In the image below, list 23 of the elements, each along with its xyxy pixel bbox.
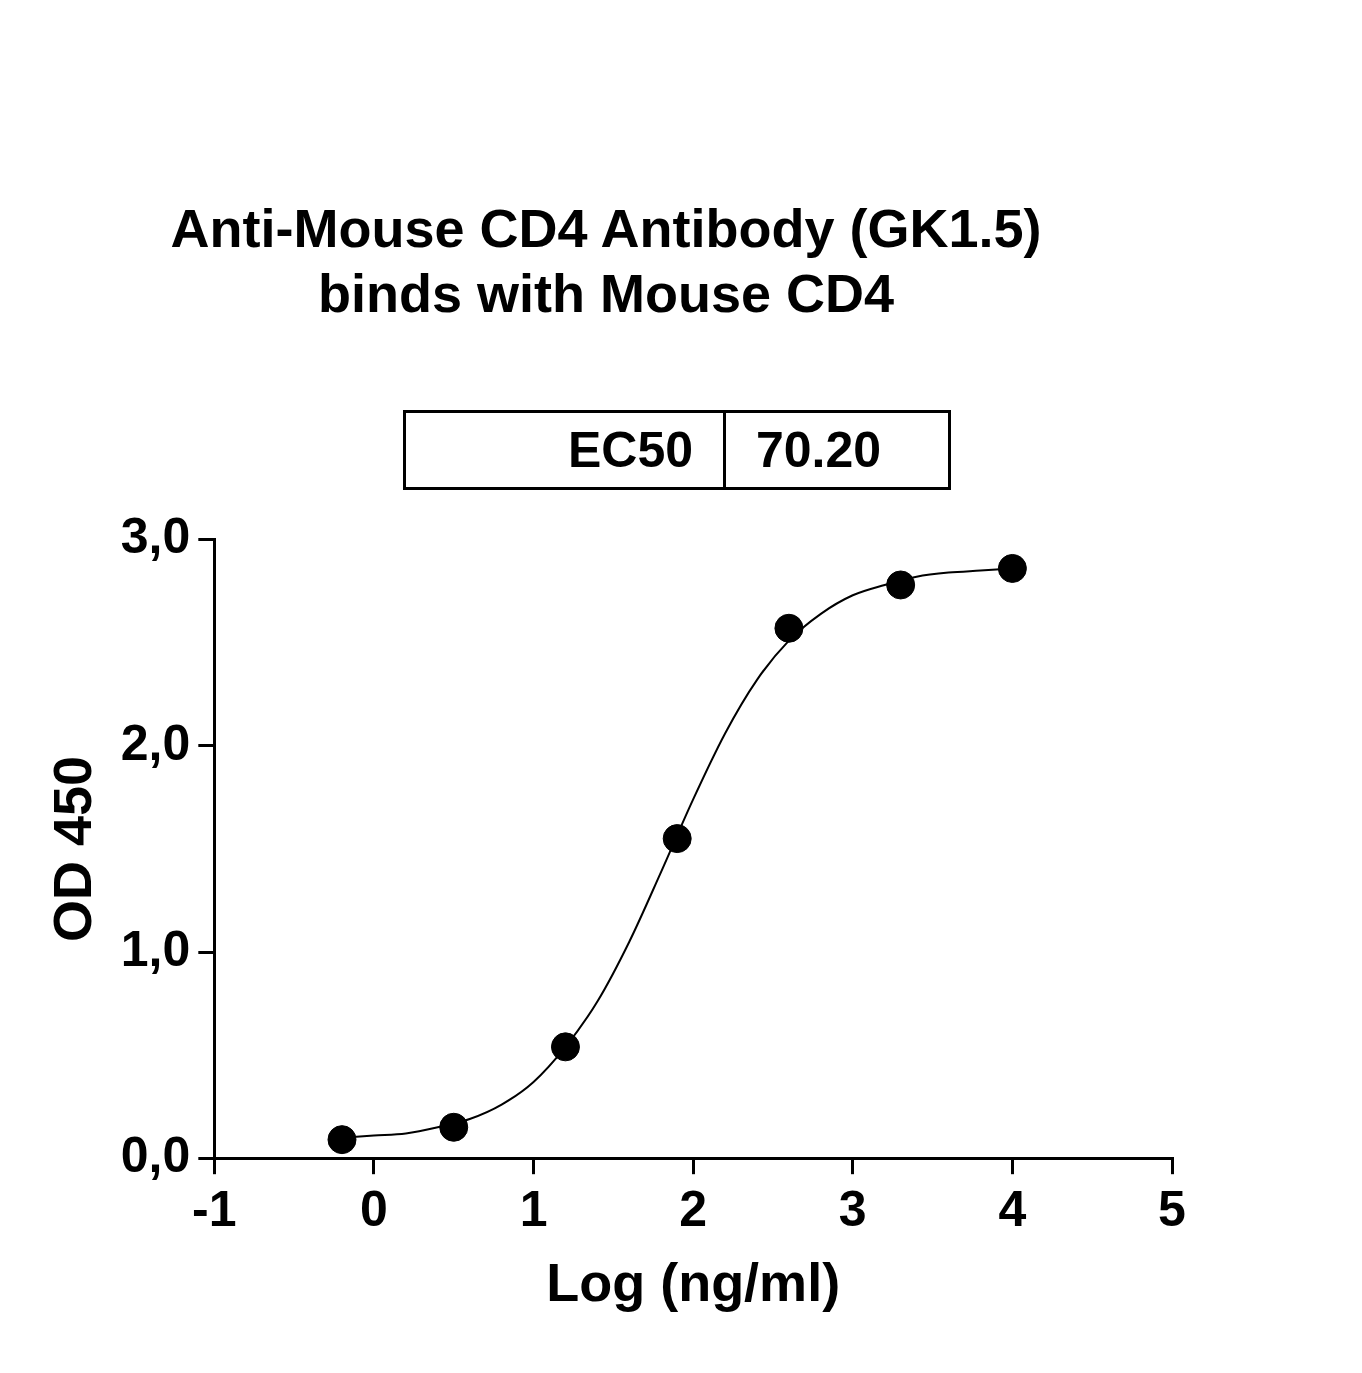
point [550,1032,580,1062]
y-axis-title: OD 450 [42,755,103,942]
point [997,553,1027,583]
point [774,613,804,643]
x-tick-label: 3 [838,1180,867,1237]
point [886,570,916,600]
x-tick-label: 1 [519,1180,548,1237]
x-tick-label: 2 [679,1180,708,1237]
x-axis-title: Log (ng/ml) [546,1252,841,1313]
y-tick-label: 3,0 [120,508,191,565]
point [327,1125,357,1155]
x-tick-label: -1 [192,1180,237,1237]
point [439,1112,469,1142]
x-tick-label: 4 [998,1180,1027,1237]
y-tick-label: 1,0 [120,920,191,977]
x-tick-label: 5 [1158,1180,1186,1237]
text: EC50 [406,413,726,487]
text: 70.20 [755,421,883,480]
y-tick-label: 0,0 [120,1126,191,1183]
point [662,824,692,854]
chart-title: Anti-Mouse CD4 Antibody (GK1.5) binds with Mouse CD4 [170,198,1042,324]
y-tick-label: 2,0 [120,714,191,771]
x-tick-label: 0 [360,1180,388,1237]
